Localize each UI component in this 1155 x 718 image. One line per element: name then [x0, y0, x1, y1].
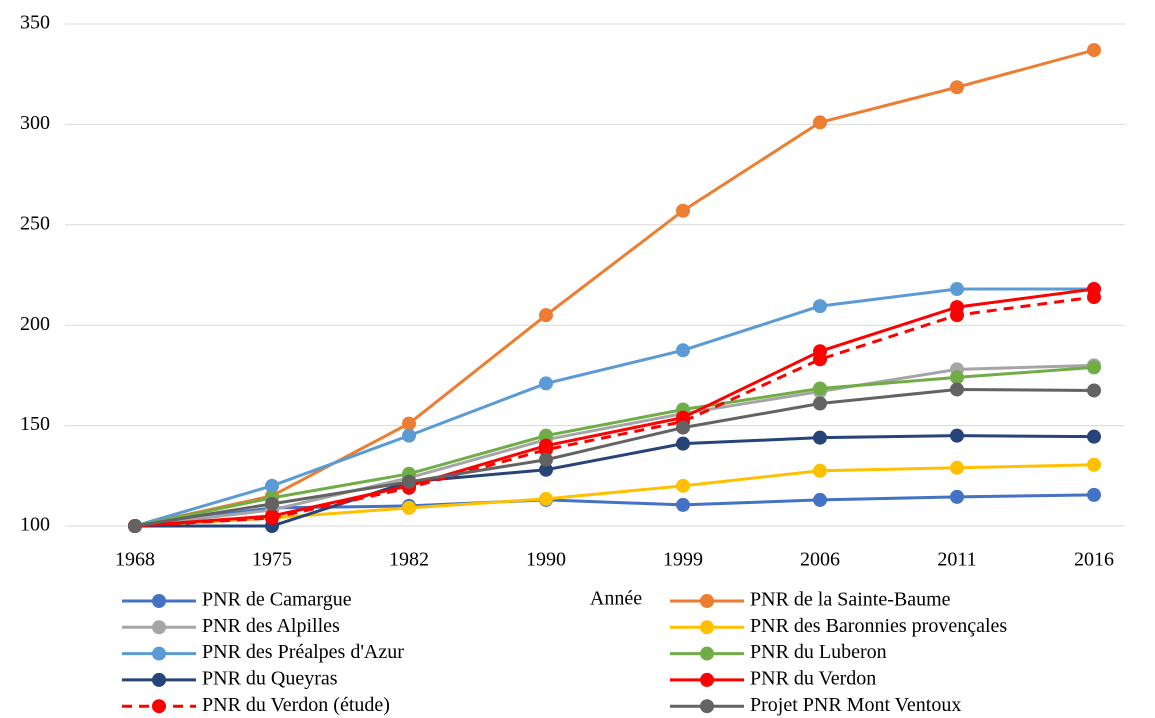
legend-marker [152, 646, 166, 661]
data-point [402, 428, 416, 443]
data-point [539, 452, 553, 467]
data-point [950, 382, 964, 397]
data-point [950, 370, 964, 385]
series-line [134, 493, 1095, 528]
x-tick-label: 2006 [800, 549, 840, 571]
legend-marker [700, 646, 714, 661]
series-line [134, 363, 1095, 528]
data-point [813, 381, 827, 396]
data-point [1087, 43, 1101, 58]
legend-marker [700, 699, 714, 714]
y-tick-label: 150 [20, 413, 50, 435]
data-point [676, 497, 690, 512]
series-line [134, 287, 1095, 528]
legend-label: PNR des Alpilles [202, 615, 340, 637]
data-point [402, 500, 416, 515]
data-point [1087, 360, 1101, 375]
legend-label: PNR de la Sainte-Baume [750, 589, 951, 611]
data-point [813, 115, 827, 130]
y-tick-label: 100 [20, 514, 50, 536]
data-point [676, 203, 690, 218]
data-point [676, 343, 690, 358]
y-tick-label: 350 [20, 12, 50, 34]
legend-label: PNR du Luberon [750, 641, 887, 663]
x-axis-label: Année [590, 588, 642, 610]
data-point [265, 510, 279, 525]
series-line [134, 463, 1095, 528]
series-line [134, 387, 1095, 528]
data-point [402, 416, 416, 431]
data-point [128, 519, 142, 533]
data-point [813, 492, 827, 507]
data-point [813, 430, 827, 445]
series-line [134, 365, 1095, 528]
data-point [265, 478, 279, 493]
data-point [676, 436, 690, 451]
legend-label: PNR du Queyras [202, 667, 338, 689]
x-tick-label: 2016 [1074, 549, 1114, 571]
data-point [950, 282, 964, 297]
legend-label: Projet PNR Mont Ventoux [750, 694, 961, 716]
legend-label: PNR du Verdon [750, 667, 876, 689]
legend-label: PNR des Préalpes d'Azur [202, 641, 404, 663]
data-point [539, 462, 553, 477]
data-point [813, 352, 827, 367]
data-point [1087, 457, 1101, 472]
data-point [539, 442, 553, 457]
data-point [539, 491, 553, 506]
legend-marker [152, 699, 166, 714]
data-point [950, 428, 964, 443]
x-tick-label: 2011 [937, 549, 976, 571]
legend-marker [700, 594, 714, 608]
data-point [950, 489, 964, 504]
data-point [539, 428, 553, 443]
data-point [813, 299, 827, 314]
data-point [676, 478, 690, 493]
data-point [950, 80, 964, 95]
legend-label: PNR de Camargue [202, 589, 352, 611]
data-point [1087, 290, 1101, 305]
data-point [950, 460, 964, 475]
legend-marker [700, 672, 714, 687]
y-tick-label: 200 [20, 313, 50, 335]
legend-marker [152, 620, 166, 635]
data-point [676, 420, 690, 435]
series-line [135, 434, 1095, 528]
series-line [134, 295, 1095, 528]
data-point [402, 474, 416, 489]
legend-label: PNR du Verdon (étude) [202, 694, 390, 716]
x-tick-label: 1968 [115, 549, 155, 571]
data-point [539, 376, 553, 391]
legend-label: PNR des Baronnies provençales [750, 615, 1007, 637]
data-point [265, 496, 279, 511]
data-point [539, 308, 553, 323]
y-tick-label: 250 [20, 212, 50, 234]
legend-marker [152, 672, 166, 687]
data-point [1087, 487, 1101, 502]
data-point [813, 463, 827, 478]
series-line [134, 48, 1095, 528]
x-tick-label: 1990 [526, 549, 566, 571]
x-tick-label: 1975 [252, 549, 292, 571]
data-point [950, 308, 964, 323]
series-line [134, 287, 1094, 528]
data-point [1087, 383, 1101, 398]
data-point [1087, 429, 1101, 444]
x-tick-label: 1999 [663, 549, 703, 571]
legend-marker [700, 620, 714, 635]
data-point [813, 396, 827, 411]
legend-marker [152, 594, 166, 608]
x-tick-label: 1982 [389, 549, 429, 571]
y-tick-label: 300 [20, 112, 50, 134]
